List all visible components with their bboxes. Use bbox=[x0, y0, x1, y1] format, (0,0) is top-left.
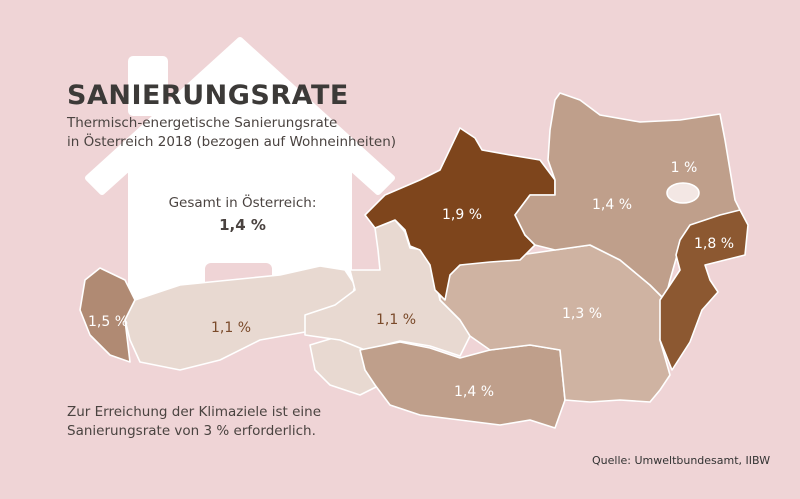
note: Zur Erreichung der Klimaziele ist eine S… bbox=[67, 403, 321, 441]
label-steiermark: 1,3 % bbox=[561, 306, 603, 322]
label-burgenland: 1,8 % bbox=[693, 236, 735, 252]
subtitle-line: Thermisch-energetische Sanierungsrate bbox=[67, 115, 338, 131]
total-label: Gesamt in Österreich: bbox=[168, 195, 317, 211]
region-steiermark bbox=[439, 244, 671, 403]
source: Quelle: Umweltbundesamt, IIBW bbox=[592, 454, 771, 467]
region-niederoesterreich bbox=[514, 92, 741, 301]
subtitle-line: in Österreich 2018 (bezogen auf Wohneinh… bbox=[67, 134, 397, 150]
label-wien: 1 % bbox=[670, 160, 698, 176]
total-summary: Gesamt in Österreich: 1,4 % bbox=[160, 192, 325, 237]
label-vorarlberg: 1,5 % bbox=[87, 314, 129, 330]
label-oberoesterreich: 1,9 % bbox=[441, 207, 483, 223]
label-niederoesterreich: 1,4 % bbox=[591, 197, 633, 213]
note-line: Sanierungsrate von 3 % erforderlich. bbox=[67, 423, 316, 439]
region-kaernten bbox=[359, 341, 566, 429]
region-wien bbox=[666, 182, 700, 204]
subtitle: Thermisch-energetische Sanierungsrate in… bbox=[67, 114, 396, 152]
page-title: SANIERUNGSRATE bbox=[67, 80, 349, 111]
region-burgenland bbox=[659, 209, 749, 371]
region-vorarlberg bbox=[79, 267, 136, 363]
label-kaernten: 1,4 % bbox=[453, 384, 495, 400]
label-salzburg: 1,1 % bbox=[375, 312, 417, 328]
label-tirol: 1,1 % bbox=[210, 320, 252, 336]
total-value: 1,4 % bbox=[219, 216, 266, 234]
note-line: Zur Erreichung der Klimaziele ist eine bbox=[67, 404, 322, 420]
